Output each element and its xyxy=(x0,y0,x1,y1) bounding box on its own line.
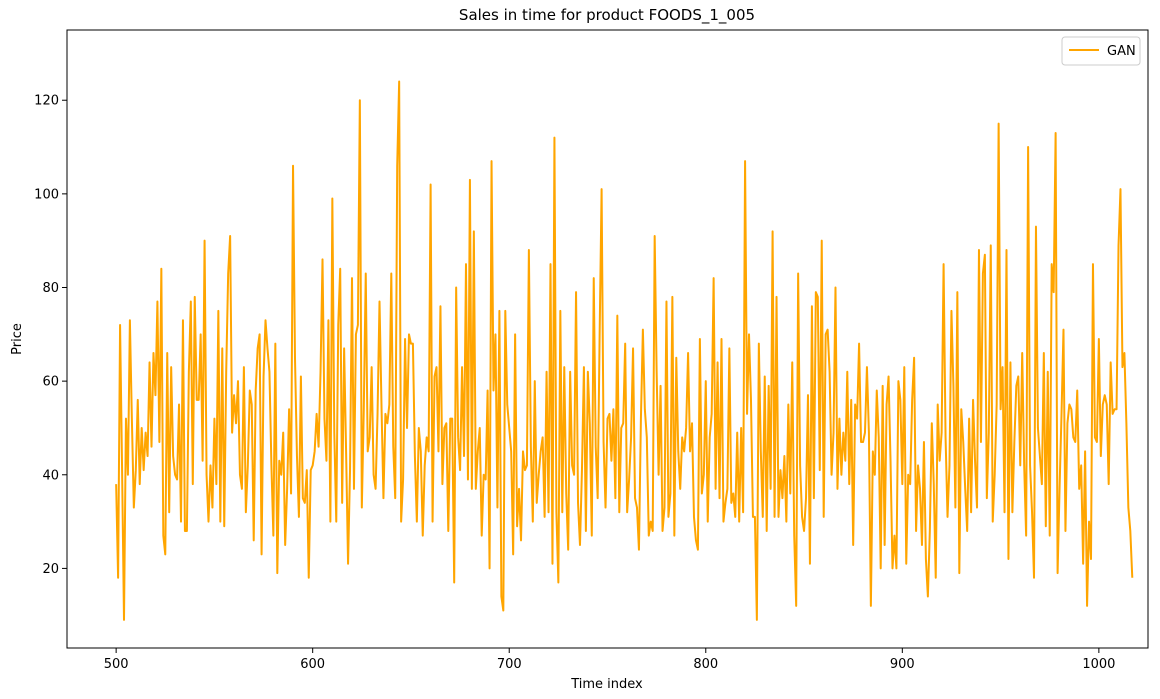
y-tick-label: 120 xyxy=(34,94,59,109)
y-tick-label: 60 xyxy=(42,375,59,390)
plot-frame xyxy=(66,29,1149,649)
y-axis-ticks: 20 40 60 80 100 120 xyxy=(34,94,67,577)
y-tick-label: 100 xyxy=(34,187,59,202)
series-line-gan xyxy=(115,80,1134,621)
x-tick-label: 500 xyxy=(104,657,129,672)
x-axis-label: Time index xyxy=(570,677,643,692)
legend: GAN xyxy=(1061,36,1141,66)
x-tick-label: 900 xyxy=(890,657,915,672)
chart-title: Sales in time for product FOODS_1_005 xyxy=(459,6,755,25)
y-tick-label: 40 xyxy=(42,468,59,483)
x-tick-label: 600 xyxy=(300,657,325,672)
legend-box xyxy=(1061,36,1141,66)
x-axis-ticks: 500 600 700 800 900 1000 xyxy=(104,648,1115,672)
plot-background xyxy=(67,30,1148,648)
x-tick-label: 800 xyxy=(693,657,718,672)
legend-label-gan: GAN xyxy=(1107,44,1136,59)
y-tick-label: 20 xyxy=(42,562,59,577)
y-axis-label: Price xyxy=(10,323,25,355)
x-tick-label: 700 xyxy=(497,657,522,672)
y-tick-label: 80 xyxy=(42,281,59,296)
axes-frame xyxy=(66,29,1149,649)
x-tick-label: 1000 xyxy=(1082,657,1115,672)
series-layer xyxy=(115,80,1134,621)
